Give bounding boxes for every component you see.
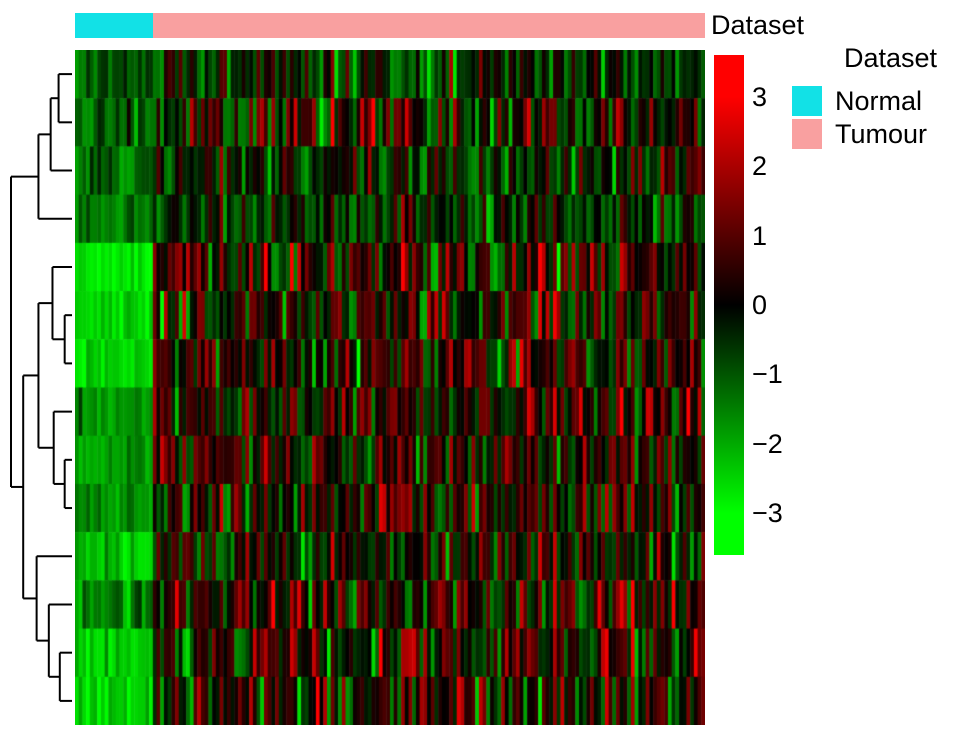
legend-item-label: Tumour <box>835 118 928 149</box>
legend-item-tumour: Tumour <box>792 117 937 150</box>
legend-item-label: Normal <box>835 85 923 116</box>
colorbar-gradient <box>714 55 744 555</box>
colorbar-tick-label: 3 <box>752 81 768 112</box>
normal-color-swatch <box>792 85 822 116</box>
annotation-bar-label: Dataset <box>711 10 805 40</box>
colorbar-tick-label: −1 <box>752 359 783 390</box>
colorbar-tick-label: 2 <box>752 151 768 182</box>
row-dendrogram <box>10 73 72 702</box>
colorbar-tick-label: −2 <box>752 428 783 459</box>
legend-item-normal: Normal <box>792 84 937 117</box>
colorbar-tick-label: 0 <box>752 290 768 320</box>
annotation-normal-segment <box>75 13 153 38</box>
column-annotation-bar <box>75 13 705 38</box>
annotation-tumour-segment <box>152 13 705 38</box>
tumour-color-swatch <box>792 118 822 149</box>
dataset-legend: Dataset Normal Tumour <box>792 42 937 150</box>
colorbar-tick-label: 1 <box>752 220 768 251</box>
legend-title: Dataset <box>844 43 938 73</box>
colorbar-tick-label: −3 <box>752 498 783 529</box>
heatmap-canvas <box>75 50 705 725</box>
